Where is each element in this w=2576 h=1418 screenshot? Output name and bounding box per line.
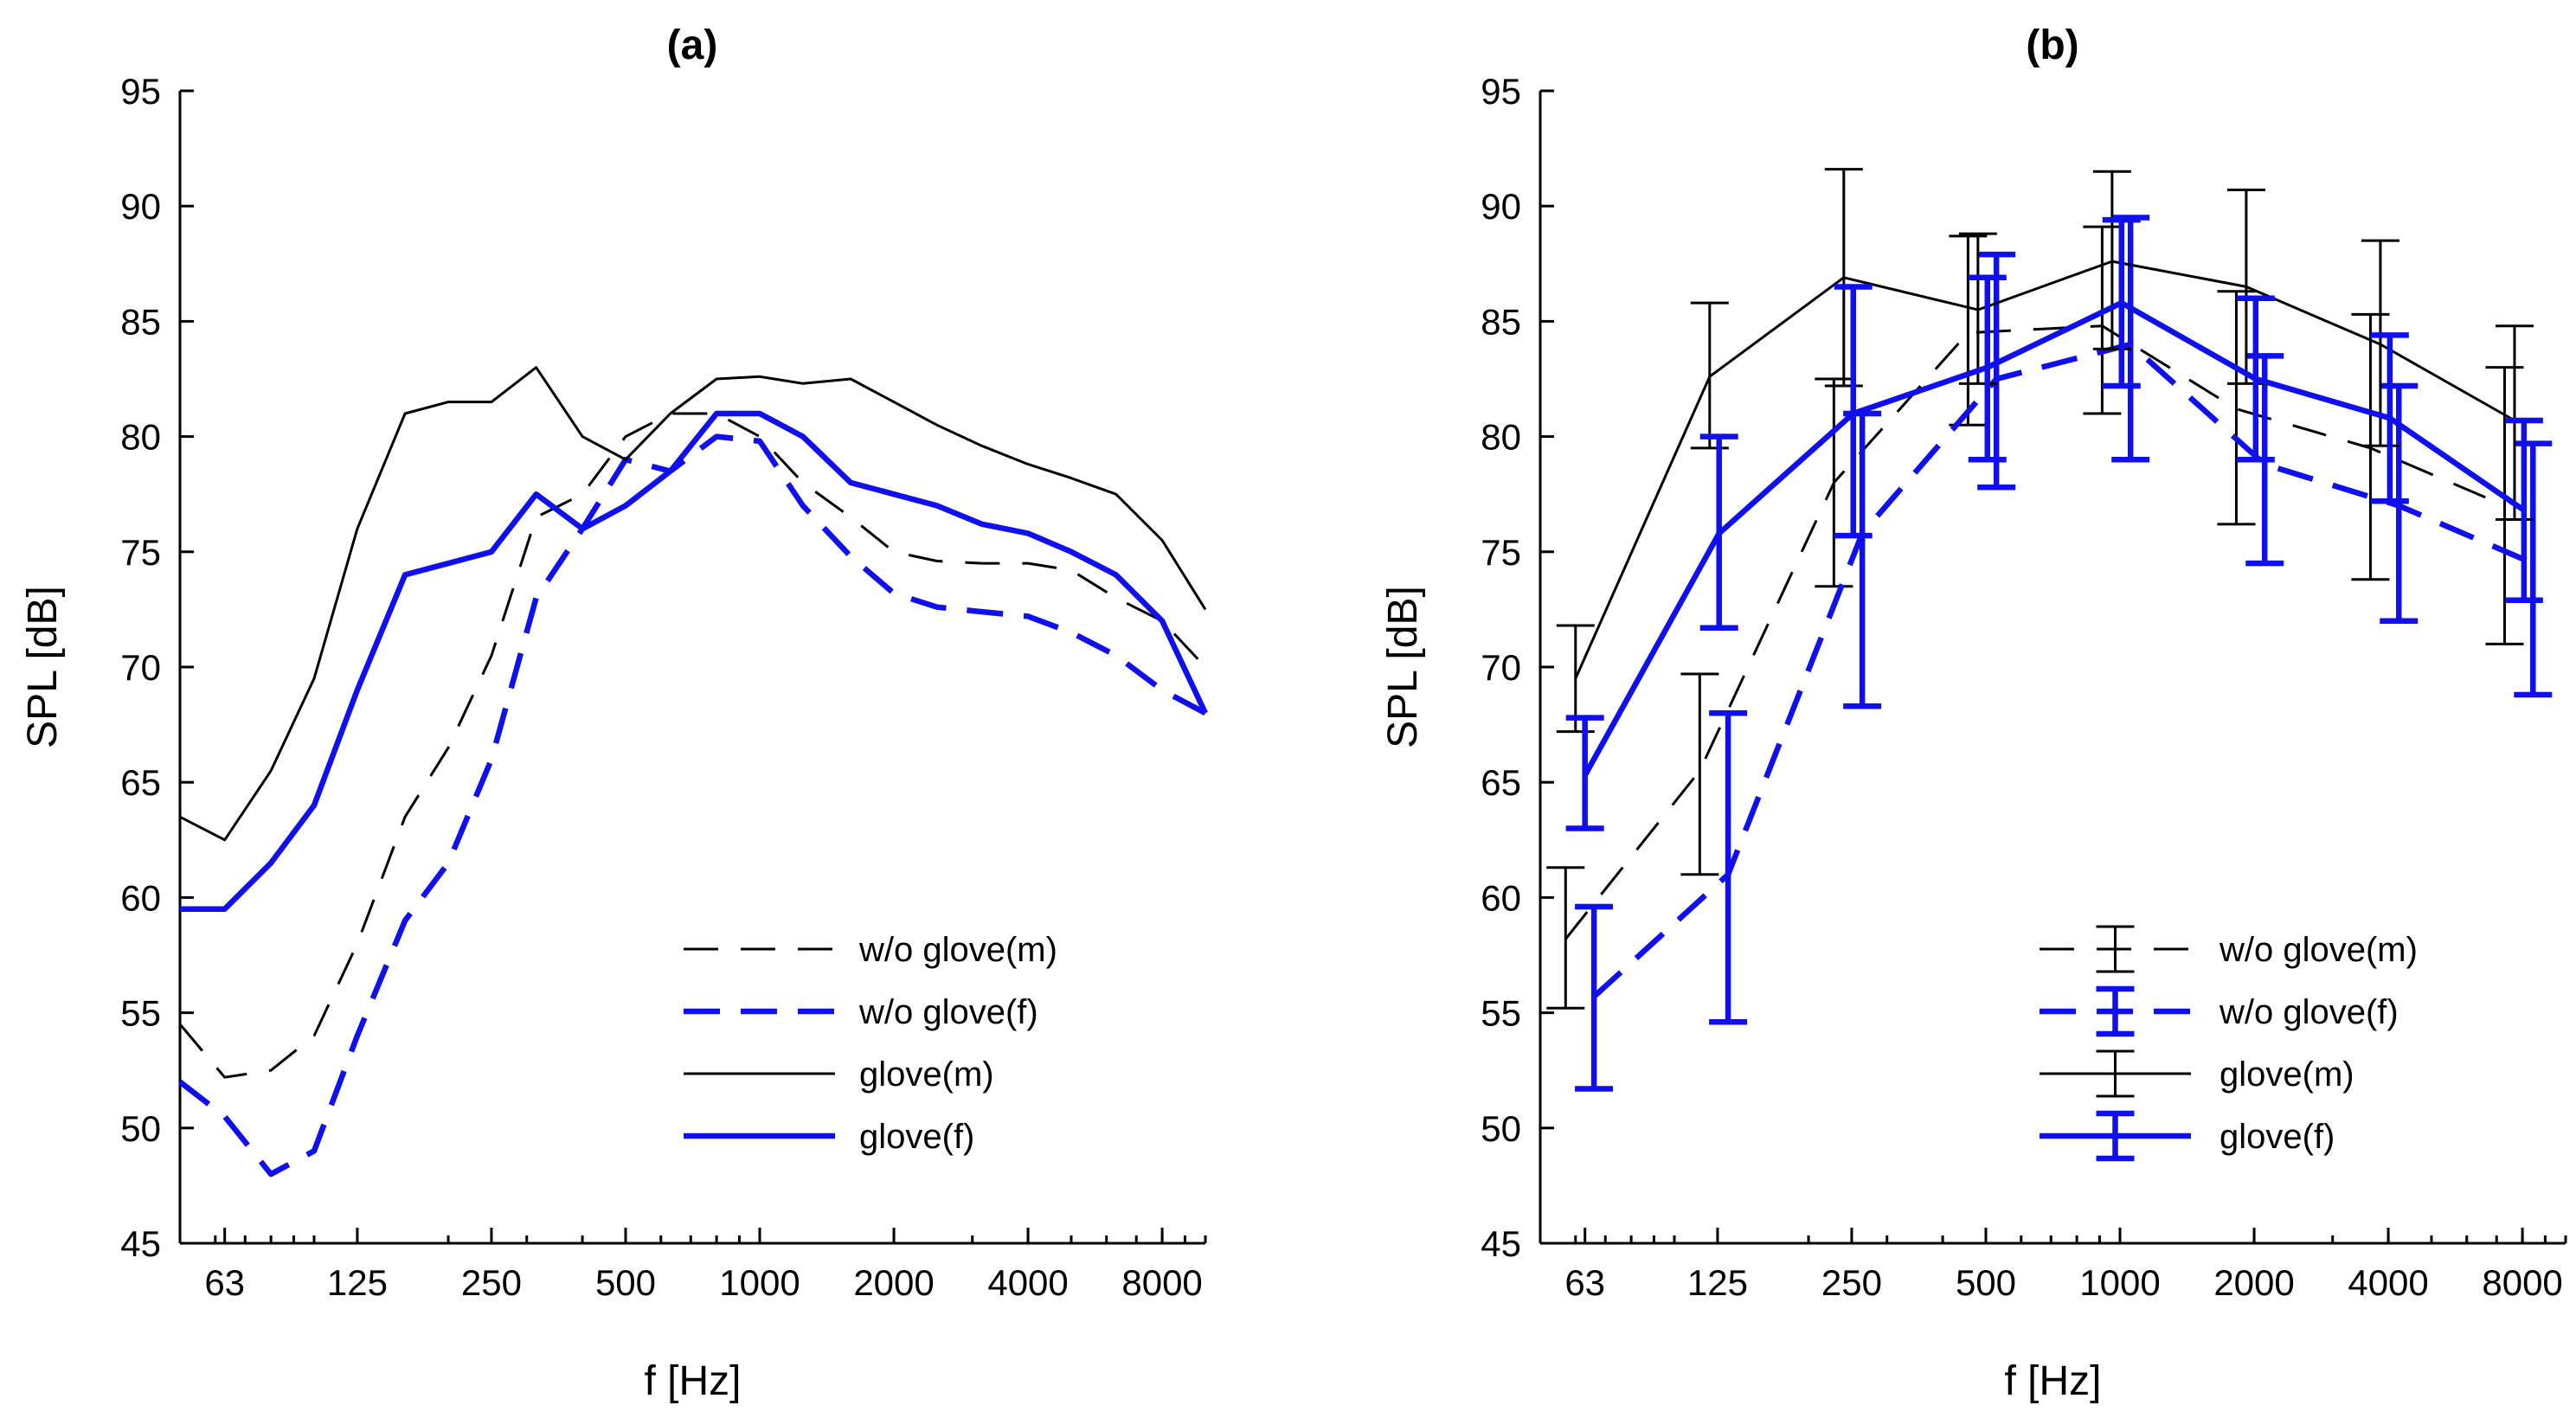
series-line <box>1564 324 2506 940</box>
y-tick-label: 80 <box>120 417 161 458</box>
y-tick-label: 55 <box>1481 993 1521 1034</box>
x-tick-label: 250 <box>1821 1262 1882 1303</box>
y-tick-label: 55 <box>120 993 161 1034</box>
x-tick-label: 1000 <box>2079 1262 2160 1303</box>
series-line <box>178 412 1207 1079</box>
y-tick-label: 60 <box>1481 877 1521 918</box>
panel-title: (a) <box>667 22 718 68</box>
y-tick-label: 65 <box>120 762 161 803</box>
y-tick-label: 95 <box>1481 71 1521 112</box>
y-tick-label: 45 <box>1481 1223 1521 1264</box>
y-axis-label: SPL [dB] <box>20 586 66 748</box>
y-tick-label: 90 <box>1481 186 1521 227</box>
y-tick-label: 75 <box>120 532 161 573</box>
x-tick-label: 1000 <box>719 1262 800 1303</box>
legend-label: glove(m) <box>859 1055 994 1094</box>
y-tick-label: 80 <box>1481 417 1521 458</box>
legend-label: w/o glove(f) <box>858 993 1038 1031</box>
x-tick-label: 63 <box>204 1262 245 1303</box>
legend-label: w/o glove(m) <box>858 931 1057 969</box>
y-axis-label: SPL [dB] <box>1380 586 1426 748</box>
x-tick-label: 250 <box>461 1262 522 1303</box>
legend-label: glove(m) <box>2219 1055 2354 1094</box>
legend-label: w/o glove(m) <box>2219 931 2418 969</box>
x-tick-label: 8000 <box>1121 1262 1202 1303</box>
series-line <box>1591 341 2534 999</box>
x-axis-label: f [Hz] <box>644 1358 741 1404</box>
y-tick-label: 85 <box>120 301 161 342</box>
x-tick-label: 500 <box>1956 1262 2016 1303</box>
panel-a-chart: 45 50 55 60 65 70 75 80 85 90 95 63 125 250 500 1000 200… <box>20 22 1208 1404</box>
y-tick-label: 85 <box>1481 301 1521 342</box>
y-tick-label: 70 <box>1481 647 1521 688</box>
y-tick-label: 60 <box>120 877 161 918</box>
y-tick-label: 75 <box>1481 532 1521 573</box>
x-tick-label: 4000 <box>987 1262 1068 1303</box>
x-tick-label: 4000 <box>2348 1262 2428 1303</box>
series-line <box>1582 299 2526 777</box>
legend-label: w/o glove(f) <box>2219 993 2399 1031</box>
series-line <box>178 433 1207 1177</box>
y-tick-label: 95 <box>120 71 161 112</box>
panel-b-chart: 45 50 55 60 65 70 75 80 85 90 95 63 125 250 500 1000 200… <box>1380 22 2567 1404</box>
x-axis-label: f [Hz] <box>2004 1358 2101 1404</box>
legend-label: glove(f) <box>859 1118 974 1156</box>
y-tick-label: 50 <box>1481 1108 1521 1149</box>
x-tick-label: 2000 <box>853 1262 934 1303</box>
y-tick-label: 45 <box>120 1223 161 1264</box>
panel-title: (b) <box>2026 22 2078 68</box>
y-tick-label: 90 <box>120 186 161 227</box>
series-line <box>179 366 1207 842</box>
x-tick-label: 125 <box>1687 1262 1748 1303</box>
y-tick-label: 70 <box>120 647 161 688</box>
y-tick-label: 50 <box>120 1108 161 1149</box>
x-tick-label: 2000 <box>2213 1262 2294 1303</box>
x-tick-label: 125 <box>327 1262 388 1303</box>
series-line <box>180 410 1208 912</box>
x-tick-label: 63 <box>1564 1262 1605 1303</box>
x-tick-label: 8000 <box>2482 1262 2562 1303</box>
y-tick-label: 65 <box>1481 762 1521 803</box>
x-tick-label: 500 <box>595 1262 656 1303</box>
legend-label: glove(f) <box>2219 1118 2335 1156</box>
series-line <box>1574 260 2515 679</box>
